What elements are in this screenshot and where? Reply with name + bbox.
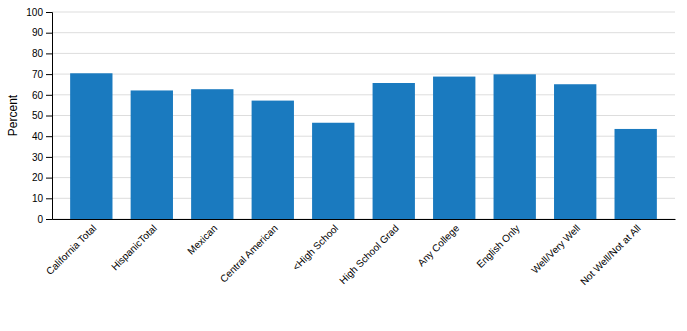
y-tick-label: 30	[32, 152, 44, 163]
grid	[52, 12, 675, 219]
y-tick-label: 70	[32, 69, 44, 80]
x-tick-label: English Only	[474, 223, 521, 270]
x-tick: Well/Very Well	[529, 223, 582, 276]
y-tick-mark	[46, 53, 52, 54]
grid-line	[52, 12, 675, 13]
y-tick-mark	[46, 136, 52, 137]
bar	[312, 123, 354, 219]
x-tick-label: High School Grad	[337, 223, 401, 287]
y-tick-label: 0	[37, 214, 43, 225]
x-tick: Central American	[218, 223, 280, 285]
plot: 0102030405060708090100California TotalHi…	[26, 7, 675, 287]
y-tick-label: 20	[32, 172, 44, 183]
x-tick: English Only	[474, 223, 521, 270]
y-tick-label: 60	[32, 90, 44, 101]
x-tick: High School Grad	[337, 223, 401, 287]
x-tick: HispanicTotal	[109, 223, 159, 273]
y-tick: 90	[32, 27, 52, 38]
y-tick-mark	[46, 219, 52, 220]
y-tick: 0	[37, 214, 52, 225]
y-tick-label: 90	[32, 27, 44, 38]
y-axis-title: Percent	[6, 94, 20, 136]
grid-line	[52, 32, 675, 33]
y-tick-label: 50	[32, 110, 44, 121]
y-tick: 50	[32, 110, 52, 121]
chart: 0102030405060708090100California TotalHi…	[0, 0, 687, 331]
y-tick: 20	[32, 172, 52, 183]
bar	[191, 89, 233, 219]
y-tick-mark	[46, 12, 52, 13]
y-tick: 10	[32, 193, 52, 204]
bar	[373, 83, 415, 219]
x-tick: Any College	[415, 222, 461, 268]
x-tick-label: Mexican	[185, 223, 219, 257]
y-tick: 100	[26, 7, 52, 18]
y-tick-mark	[46, 198, 52, 199]
x-tick-label: Well/Very Well	[529, 223, 582, 276]
x-tick-label: Not Well/Not at All	[578, 223, 643, 288]
y-tick: 60	[32, 90, 52, 101]
y-tick-label: 10	[32, 193, 44, 204]
y-tick-mark	[46, 74, 52, 75]
y-axis-line	[46, 13, 53, 220]
y-tick-mark	[46, 116, 52, 117]
bar	[494, 74, 536, 219]
y-tick-mark	[46, 178, 52, 179]
bar	[433, 77, 475, 219]
bar	[131, 90, 173, 219]
x-axis-line	[53, 219, 676, 220]
bar	[554, 84, 596, 219]
grid-line	[52, 53, 675, 54]
y-axis: 0 10 20 30 40 50 60 70 80 90 100	[26, 7, 52, 225]
y-tick: 80	[32, 48, 52, 59]
y-tick: 70	[32, 69, 52, 80]
x-tick: <High School	[290, 223, 340, 273]
x-tick-label: Central American	[218, 223, 280, 285]
y-tick: 40	[32, 131, 52, 142]
x-tick-label: <High School	[290, 223, 340, 273]
x-tick-label: Any College	[415, 222, 461, 268]
y-tick-label: 80	[32, 48, 44, 59]
x-axis: California TotalHispanicTotal MexicanCent…	[44, 220, 676, 288]
grid-line	[52, 74, 675, 75]
bar	[615, 129, 657, 219]
x-tick: Mexican	[185, 223, 219, 257]
y-tick-mark	[46, 95, 52, 96]
y-tick-mark	[46, 157, 52, 158]
y-tick-label: 100	[26, 7, 43, 18]
y-tick: 30	[32, 152, 52, 163]
x-tick: California Total	[44, 223, 98, 277]
bar	[70, 73, 112, 219]
y-tick-label: 40	[32, 131, 44, 142]
y-tick-mark	[46, 33, 52, 34]
x-tick-label: HispanicTotal	[109, 223, 159, 273]
bars	[70, 73, 657, 219]
bar	[252, 101, 294, 219]
x-tick-label: California Total	[44, 223, 98, 277]
x-tick: Not Well/Not at All	[578, 223, 643, 288]
